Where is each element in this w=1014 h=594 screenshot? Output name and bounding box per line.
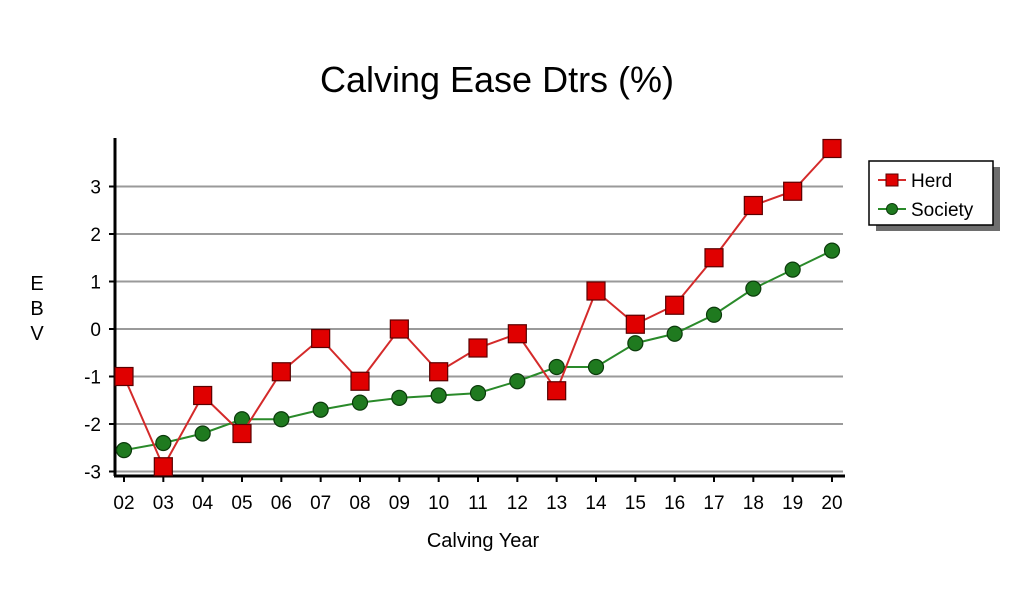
data-point-society [705, 306, 723, 323]
data-point-herd [311, 328, 331, 349]
legend-marker-herd [885, 173, 899, 187]
axes [113, 138, 845, 478]
data-point-society [784, 261, 801, 278]
x-axis-label: Calving Year [427, 530, 540, 552]
data-point-society [391, 389, 408, 406]
data-point-society [509, 373, 526, 390]
data-point-herd [547, 381, 567, 401]
x-tick-label: 13 [546, 493, 567, 514]
x-tick-label: 15 [625, 493, 646, 514]
x-tick-label: 06 [271, 493, 292, 514]
data-point-herd [193, 385, 213, 406]
series-society [115, 242, 841, 459]
x-tick-label: 03 [153, 493, 174, 514]
data-point-society [273, 411, 290, 428]
y-tick-label: 2 [90, 225, 101, 246]
data-point-herd [232, 423, 252, 444]
grid [115, 185, 843, 473]
data-point-herd [429, 362, 449, 382]
y-tick-label: -2 [84, 415, 101, 436]
data-point-herd [743, 195, 763, 216]
data-point-herd [389, 319, 409, 339]
y-tick-label: -3 [84, 463, 101, 484]
data-point-society [194, 425, 211, 442]
x-tick-label: 10 [428, 493, 449, 514]
x-tick-label: 04 [192, 493, 214, 514]
x-tick-label: 11 [468, 493, 488, 514]
x-tick-label: 20 [821, 493, 842, 514]
data-point-herd [468, 338, 488, 358]
y-tick-label: -1 [84, 368, 101, 389]
data-point-herd [625, 314, 645, 334]
data-point-society [469, 385, 487, 402]
data-point-herd [114, 366, 134, 387]
legend-marker-society [886, 203, 898, 215]
data-point-society [823, 242, 841, 259]
data-point-society [587, 358, 605, 376]
x-tick-label: 07 [310, 493, 331, 514]
y-tick-label: 1 [90, 273, 101, 294]
y-tick-labels: 3 2 1 0 -1 -2 -3 [84, 178, 115, 484]
data-point-herd [665, 295, 685, 315]
y-tick-label: 3 [90, 178, 101, 199]
data-point-herd [350, 371, 370, 391]
x-tick-label: 18 [743, 493, 764, 514]
x-tick-labels: 02 03 04 05 06 07 08 09 10 11 12 13 14 15 16 17 18 19 20 [113, 476, 843, 514]
data-point-society [115, 442, 133, 459]
data-point-herd [507, 324, 527, 344]
series-group [114, 138, 842, 477]
data-point-herd [822, 138, 842, 159]
x-tick-label: 05 [231, 493, 252, 514]
x-tick-label: 09 [389, 493, 410, 514]
data-point-society [155, 434, 172, 452]
data-point-society [548, 358, 565, 376]
x-tick-label: 16 [664, 493, 685, 514]
x-tick-label: 12 [507, 493, 528, 514]
x-tick-label: 02 [113, 493, 134, 514]
chart-title: Calving Ease Dtrs (%) [320, 59, 674, 100]
data-point-herd [704, 248, 724, 268]
data-point-herd [153, 457, 173, 477]
data-point-herd [783, 181, 803, 201]
x-tick-label: 17 [703, 493, 724, 514]
x-tick-label: 14 [585, 493, 607, 514]
data-point-society [666, 325, 683, 342]
data-point-society [351, 394, 369, 411]
data-point-society [430, 387, 447, 404]
x-tick-label: 19 [782, 493, 803, 514]
data-point-society [312, 401, 329, 418]
x-tick-label: 08 [349, 493, 370, 514]
data-point-society [745, 280, 762, 297]
data-point-society [627, 335, 644, 352]
y-tick-label: 0 [90, 320, 101, 341]
legend-label-herd: Herd [911, 171, 952, 192]
data-point-herd [586, 281, 606, 301]
legend: Herd Society [868, 160, 1000, 231]
legend-label-society: Society [911, 200, 974, 221]
series-herd [114, 138, 842, 477]
data-point-herd [271, 362, 291, 382]
